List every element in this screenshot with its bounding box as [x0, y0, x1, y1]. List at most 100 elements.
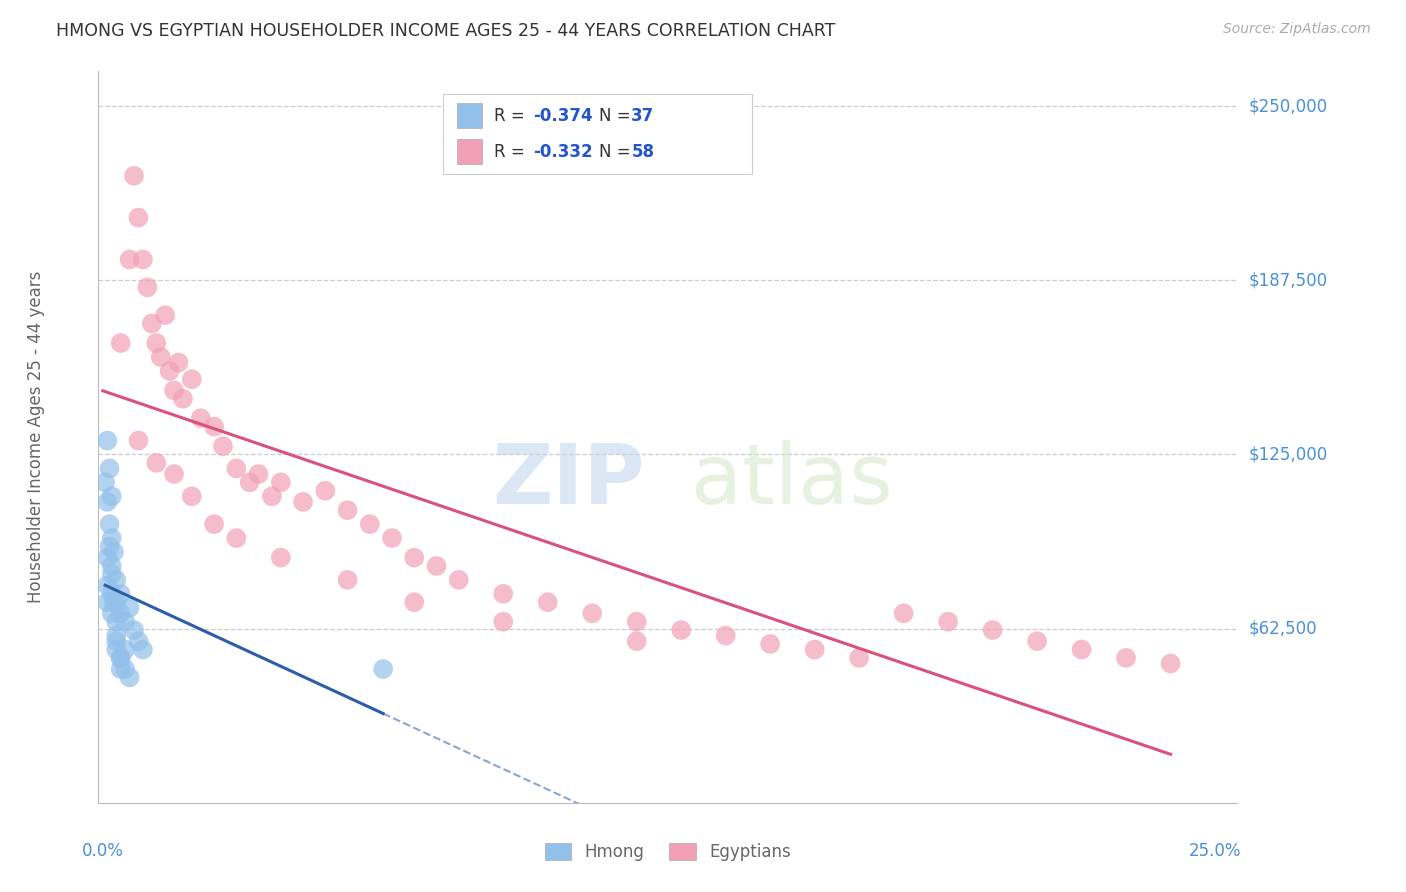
Point: [98, 517, 121, 532]
Point: [1026, 634, 1049, 648]
Text: -0.332: -0.332: [533, 143, 592, 161]
Text: $62,500: $62,500: [1249, 620, 1317, 638]
Point: [96, 550, 118, 565]
Point: [190, 411, 212, 425]
Point: [447, 573, 470, 587]
Point: [141, 317, 163, 331]
Point: [159, 364, 181, 378]
Point: [103, 545, 125, 559]
Point: [180, 489, 202, 503]
Point: [893, 607, 915, 621]
Point: [172, 392, 194, 406]
Text: R =: R =: [494, 143, 530, 161]
Point: [212, 439, 235, 453]
Point: [96, 595, 118, 609]
Point: [373, 662, 395, 676]
Point: [114, 615, 136, 629]
Text: N =: N =: [599, 143, 636, 161]
Text: 37: 37: [631, 107, 655, 125]
Point: [163, 467, 186, 481]
Point: [96, 495, 118, 509]
Point: [163, 384, 186, 398]
Point: [122, 623, 145, 637]
Point: [100, 558, 122, 573]
Point: [270, 550, 292, 565]
Point: [127, 434, 149, 448]
Text: $187,500: $187,500: [1249, 271, 1327, 289]
Text: N =: N =: [599, 107, 636, 125]
Point: [180, 372, 202, 386]
Point: [105, 642, 128, 657]
Point: [239, 475, 262, 490]
Point: [110, 336, 132, 351]
Point: [626, 634, 648, 648]
Point: [145, 456, 167, 470]
Point: [153, 308, 176, 322]
Point: [100, 607, 122, 621]
Point: [167, 355, 190, 369]
Point: [225, 531, 247, 545]
Point: [100, 567, 122, 582]
Point: [247, 467, 270, 481]
Point: [114, 642, 136, 657]
Point: [110, 651, 132, 665]
Text: Householder Income Ages 25 - 44 years: Householder Income Ages 25 - 44 years: [27, 271, 45, 603]
Point: [114, 662, 136, 676]
Point: [145, 336, 167, 351]
Point: [336, 503, 359, 517]
Legend: Hmong, Egyptians: Hmong, Egyptians: [538, 836, 797, 868]
Point: [225, 461, 247, 475]
Point: [202, 419, 225, 434]
Point: [1115, 651, 1137, 665]
Point: [314, 483, 336, 498]
Point: [110, 587, 132, 601]
Text: 25.0%: 25.0%: [1189, 842, 1241, 860]
Point: [669, 623, 692, 637]
Point: [581, 607, 603, 621]
Text: $250,000: $250,000: [1249, 97, 1327, 115]
Point: [118, 252, 141, 267]
Point: [626, 615, 648, 629]
Point: [136, 280, 159, 294]
Point: [122, 169, 145, 183]
Point: [149, 350, 172, 364]
Point: [936, 615, 959, 629]
Point: [100, 489, 122, 503]
Point: [98, 540, 121, 554]
Point: [110, 651, 132, 665]
Point: [118, 670, 141, 684]
Point: [96, 434, 118, 448]
Point: [127, 211, 149, 225]
Point: [105, 634, 128, 648]
Point: [336, 573, 359, 587]
Text: Source: ZipAtlas.com: Source: ZipAtlas.com: [1223, 22, 1371, 37]
Point: [292, 495, 315, 509]
Point: [105, 595, 128, 609]
Point: [492, 587, 515, 601]
Point: [848, 651, 870, 665]
Point: [127, 634, 149, 648]
Point: [270, 475, 292, 490]
Point: [1070, 642, 1092, 657]
Point: [381, 531, 404, 545]
Point: [803, 642, 825, 657]
Point: [103, 595, 125, 609]
Text: 0.0%: 0.0%: [82, 842, 124, 860]
Point: [537, 595, 560, 609]
Point: [132, 642, 155, 657]
Point: [105, 629, 128, 643]
Text: -0.374: -0.374: [533, 107, 592, 125]
Point: [981, 623, 1004, 637]
Point: [404, 595, 426, 609]
Point: [132, 252, 155, 267]
Point: [110, 662, 132, 676]
Point: [110, 607, 132, 621]
Point: [260, 489, 283, 503]
Point: [1160, 657, 1182, 671]
Point: [359, 517, 381, 532]
Point: [492, 615, 515, 629]
Point: [202, 517, 225, 532]
Point: [714, 629, 737, 643]
Point: [759, 637, 782, 651]
Text: HMONG VS EGYPTIAN HOUSEHOLDER INCOME AGES 25 - 44 YEARS CORRELATION CHART: HMONG VS EGYPTIAN HOUSEHOLDER INCOME AGE…: [56, 22, 835, 40]
